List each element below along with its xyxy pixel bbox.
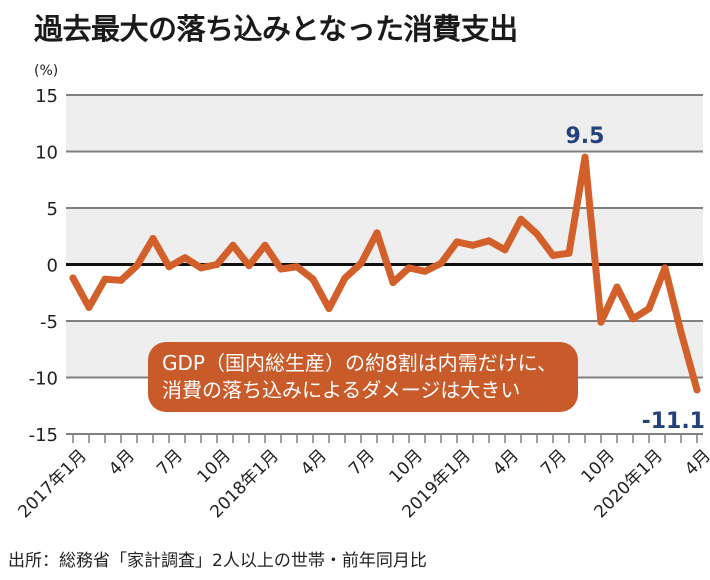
data-point (533, 230, 541, 238)
data-point (437, 259, 445, 267)
data-label: 9.5 (566, 124, 605, 149)
data-point (501, 246, 509, 254)
data-point (293, 263, 301, 271)
series-line (69, 153, 701, 394)
y-tick-label: 5 (47, 199, 58, 220)
note-line-2: 消費の落ち込みによるダメージは大きい (162, 378, 521, 402)
source-note: 出所：総務省「家計調査」2人以上の世帯・前年同月比 (8, 551, 427, 571)
x-tick-label: 10月 (385, 446, 426, 487)
x-tick-label: 10月 (193, 446, 234, 487)
data-point (453, 238, 461, 246)
data-point (69, 274, 77, 282)
data-point (405, 264, 413, 272)
y-axis-unit-label: (%) (34, 63, 59, 79)
x-tick-label: 10月 (577, 446, 618, 487)
chart-title: 過去最大の落ち込みとなった消費支出 (34, 12, 518, 46)
data-point (165, 263, 173, 271)
y-axis-ticks: 15 10 5 0 -5 -10 -15 (29, 86, 58, 446)
annotation-note-box: GDP（国内総生産）の約8割は内需だけに、 消費の落ち込みによるダメージは大きい (148, 342, 578, 412)
data-label: -11.1 (642, 409, 705, 434)
y-tick-label: 0 (47, 256, 58, 277)
data-point (581, 153, 589, 161)
data-point (373, 229, 381, 237)
data-point (149, 235, 157, 243)
data-point (341, 274, 349, 282)
data-point (389, 279, 397, 287)
data-point (565, 249, 573, 257)
data-point (309, 275, 317, 283)
data-point (229, 241, 237, 249)
data-point (213, 261, 221, 268)
y-tick-label: -15 (29, 425, 58, 446)
data-point (549, 251, 557, 259)
background-band (66, 95, 703, 152)
x-tick-label: 7月 (153, 446, 187, 480)
x-tick-label: 4月 (105, 446, 139, 480)
data-point (645, 305, 653, 313)
x-tick-label: 4月 (681, 446, 710, 480)
data-point (693, 386, 701, 394)
data-point (277, 265, 285, 273)
data-point (517, 215, 525, 223)
data-point (325, 305, 333, 313)
data-point (133, 262, 141, 270)
annotations: 9.5 -11.1 (566, 124, 705, 434)
data-point (629, 315, 637, 323)
data-point (357, 259, 365, 267)
data-point (469, 241, 477, 249)
x-tick-label: 7月 (345, 446, 379, 480)
data-point (677, 328, 685, 336)
note-line-1: GDP（国内総生産）の約8割は内需だけに、 (162, 351, 558, 375)
data-point (421, 267, 429, 275)
data-point (85, 303, 93, 311)
data-point (485, 237, 493, 245)
data-point (613, 283, 621, 291)
data-point (661, 264, 669, 272)
data-point (197, 264, 205, 272)
y-tick-label: -10 (29, 369, 58, 390)
background-bands (66, 95, 703, 378)
x-tick-label: 4月 (297, 446, 331, 480)
series-line-group (69, 153, 701, 394)
x-tick-label: 7月 (537, 446, 571, 480)
data-point (181, 254, 189, 262)
y-tick-label: -5 (40, 312, 58, 333)
data-point (245, 262, 253, 270)
y-tick-label: 10 (35, 143, 58, 164)
x-tick-label: 4月 (489, 446, 523, 480)
data-point (597, 318, 605, 326)
x-tick-label: 2017年1月 (15, 446, 91, 522)
data-point (117, 276, 125, 284)
data-point (101, 275, 109, 283)
data-point (261, 241, 269, 249)
y-tick-label: 15 (35, 86, 58, 107)
